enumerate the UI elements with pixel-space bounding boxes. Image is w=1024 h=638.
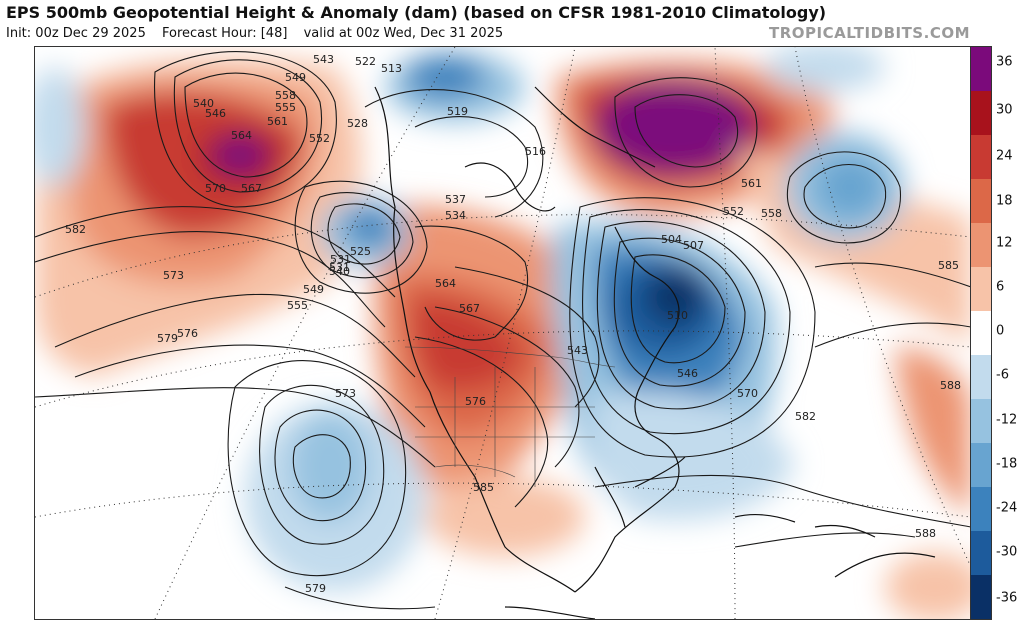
contour-label: 582 (795, 410, 816, 423)
colorbar-segment (971, 487, 991, 531)
contour-label: 522 (355, 55, 376, 68)
contour-label: 540 (193, 97, 214, 110)
contour-label: 573 (163, 269, 184, 282)
contour-label: 549 (303, 283, 324, 296)
colorbar-tick: -36 (996, 590, 1018, 606)
map-subtitle: Init: 00z Dec 29 2025 Forecast Hour: [48… (6, 26, 515, 41)
forecast-hour: Forecast Hour: [48] (161, 26, 288, 41)
contour-label: 510 (667, 309, 688, 322)
contour-label: 558 (761, 207, 782, 220)
contour-label: 576 (177, 327, 198, 340)
colorbar-tick: -24 (996, 500, 1018, 516)
colorbar-tick: -12 (996, 412, 1018, 428)
colorbar-segment (971, 135, 991, 179)
colorbar-segment (971, 575, 991, 619)
contour-label: 534 (445, 209, 466, 222)
contour-label: 531 (330, 253, 351, 266)
contour-label: 579 (157, 332, 178, 345)
colorbar-tick: -6 (996, 367, 1009, 383)
coastlines (374, 86, 936, 619)
contour-label: 588 (940, 379, 961, 392)
contour-label: 516 (525, 145, 546, 158)
contour-label: 579 (305, 582, 326, 595)
colorbar-tick: 12 (996, 235, 1013, 251)
contour-label: 585 (473, 481, 494, 494)
colorbar-tick: 0 (996, 323, 1005, 339)
colorbar-segment (971, 443, 991, 487)
contour-label: 582 (65, 223, 86, 236)
contour-label: 564 (231, 129, 252, 142)
contour-label: 561 (741, 177, 762, 190)
colorbar-tick: 30 (996, 102, 1013, 118)
colorbar-segment (971, 267, 991, 311)
contour-label: 507 (683, 239, 704, 252)
colorbar-tick: 18 (996, 193, 1013, 209)
contour-label: 585 (938, 259, 959, 272)
contour-label: 531 (329, 261, 350, 274)
borders (404, 346, 616, 487)
contour-label: 540 (329, 265, 350, 278)
colorbar-segment (971, 91, 991, 135)
colorbar-tick: -18 (996, 456, 1018, 472)
contour-label: 570 (737, 387, 758, 400)
colorbar (970, 46, 992, 620)
colorbar-tick: 6 (996, 279, 1005, 295)
contour-label: 549 (285, 71, 306, 84)
colorbar-segment (971, 179, 991, 223)
colorbar-segment (971, 311, 991, 355)
valid-time: valid at 00z Wed, Dec 31 2025 (303, 26, 504, 41)
contour-label: 537 (445, 193, 466, 206)
colorbar-segment (971, 399, 991, 443)
contour-label: 555 (287, 299, 308, 312)
colorbar-tick: 36 (996, 54, 1013, 70)
contour-label: 567 (459, 302, 480, 315)
contour-label: 543 (313, 53, 334, 66)
contour-label: 588 (915, 527, 936, 540)
brand-watermark: TROPICALTIDBITS.COM (769, 24, 970, 42)
contour-label: 543 (567, 344, 588, 357)
contour-labels: 549 543 522 513 540 546 555 552 561 558 … (65, 53, 961, 595)
contour-label: 558 (275, 89, 296, 102)
contour-label: 504 (661, 233, 682, 246)
contour-label: 546 (677, 367, 698, 380)
contour-label: 555 (275, 101, 296, 114)
colorbar-tick: 24 (996, 148, 1013, 164)
contour-label: 525 (350, 245, 371, 258)
colorbar-labels: 36 30 24 18 12 6 0 -6 -12 -18 -24 -30 -3… (996, 46, 1024, 618)
colorbar-segment (971, 47, 991, 91)
colorbar-segment (971, 223, 991, 267)
contour-label: 513 (381, 62, 402, 75)
contour-label: 561 (267, 115, 288, 128)
contour-label: 519 (447, 105, 468, 118)
contour-label: 576 (465, 395, 486, 408)
contour-label: 564 (435, 277, 456, 290)
colorbar-segment (971, 355, 991, 399)
graticule (35, 47, 971, 619)
colorbar-tick: -30 (996, 544, 1018, 560)
map-canvas: 549 543 522 513 540 546 555 552 561 558 … (35, 47, 971, 619)
colorbar-segment (971, 531, 991, 575)
anomaly-map: 549 543 522 513 540 546 555 552 561 558 … (34, 46, 972, 620)
init-time: Init: 00z Dec 29 2025 (6, 26, 146, 41)
contour-label: 573 (335, 387, 356, 400)
contour-label: 528 (347, 117, 368, 130)
contour-label: 552 (723, 205, 744, 218)
contour-label: 546 (205, 107, 226, 120)
contour-label: 567 (241, 182, 262, 195)
map-title: EPS 500mb Geopotential Height & Anomaly … (6, 3, 827, 22)
contour-label: 570 (205, 182, 226, 195)
anomaly-shading (35, 47, 971, 619)
height-contours (35, 51, 971, 610)
contour-label: 552 (309, 132, 330, 145)
